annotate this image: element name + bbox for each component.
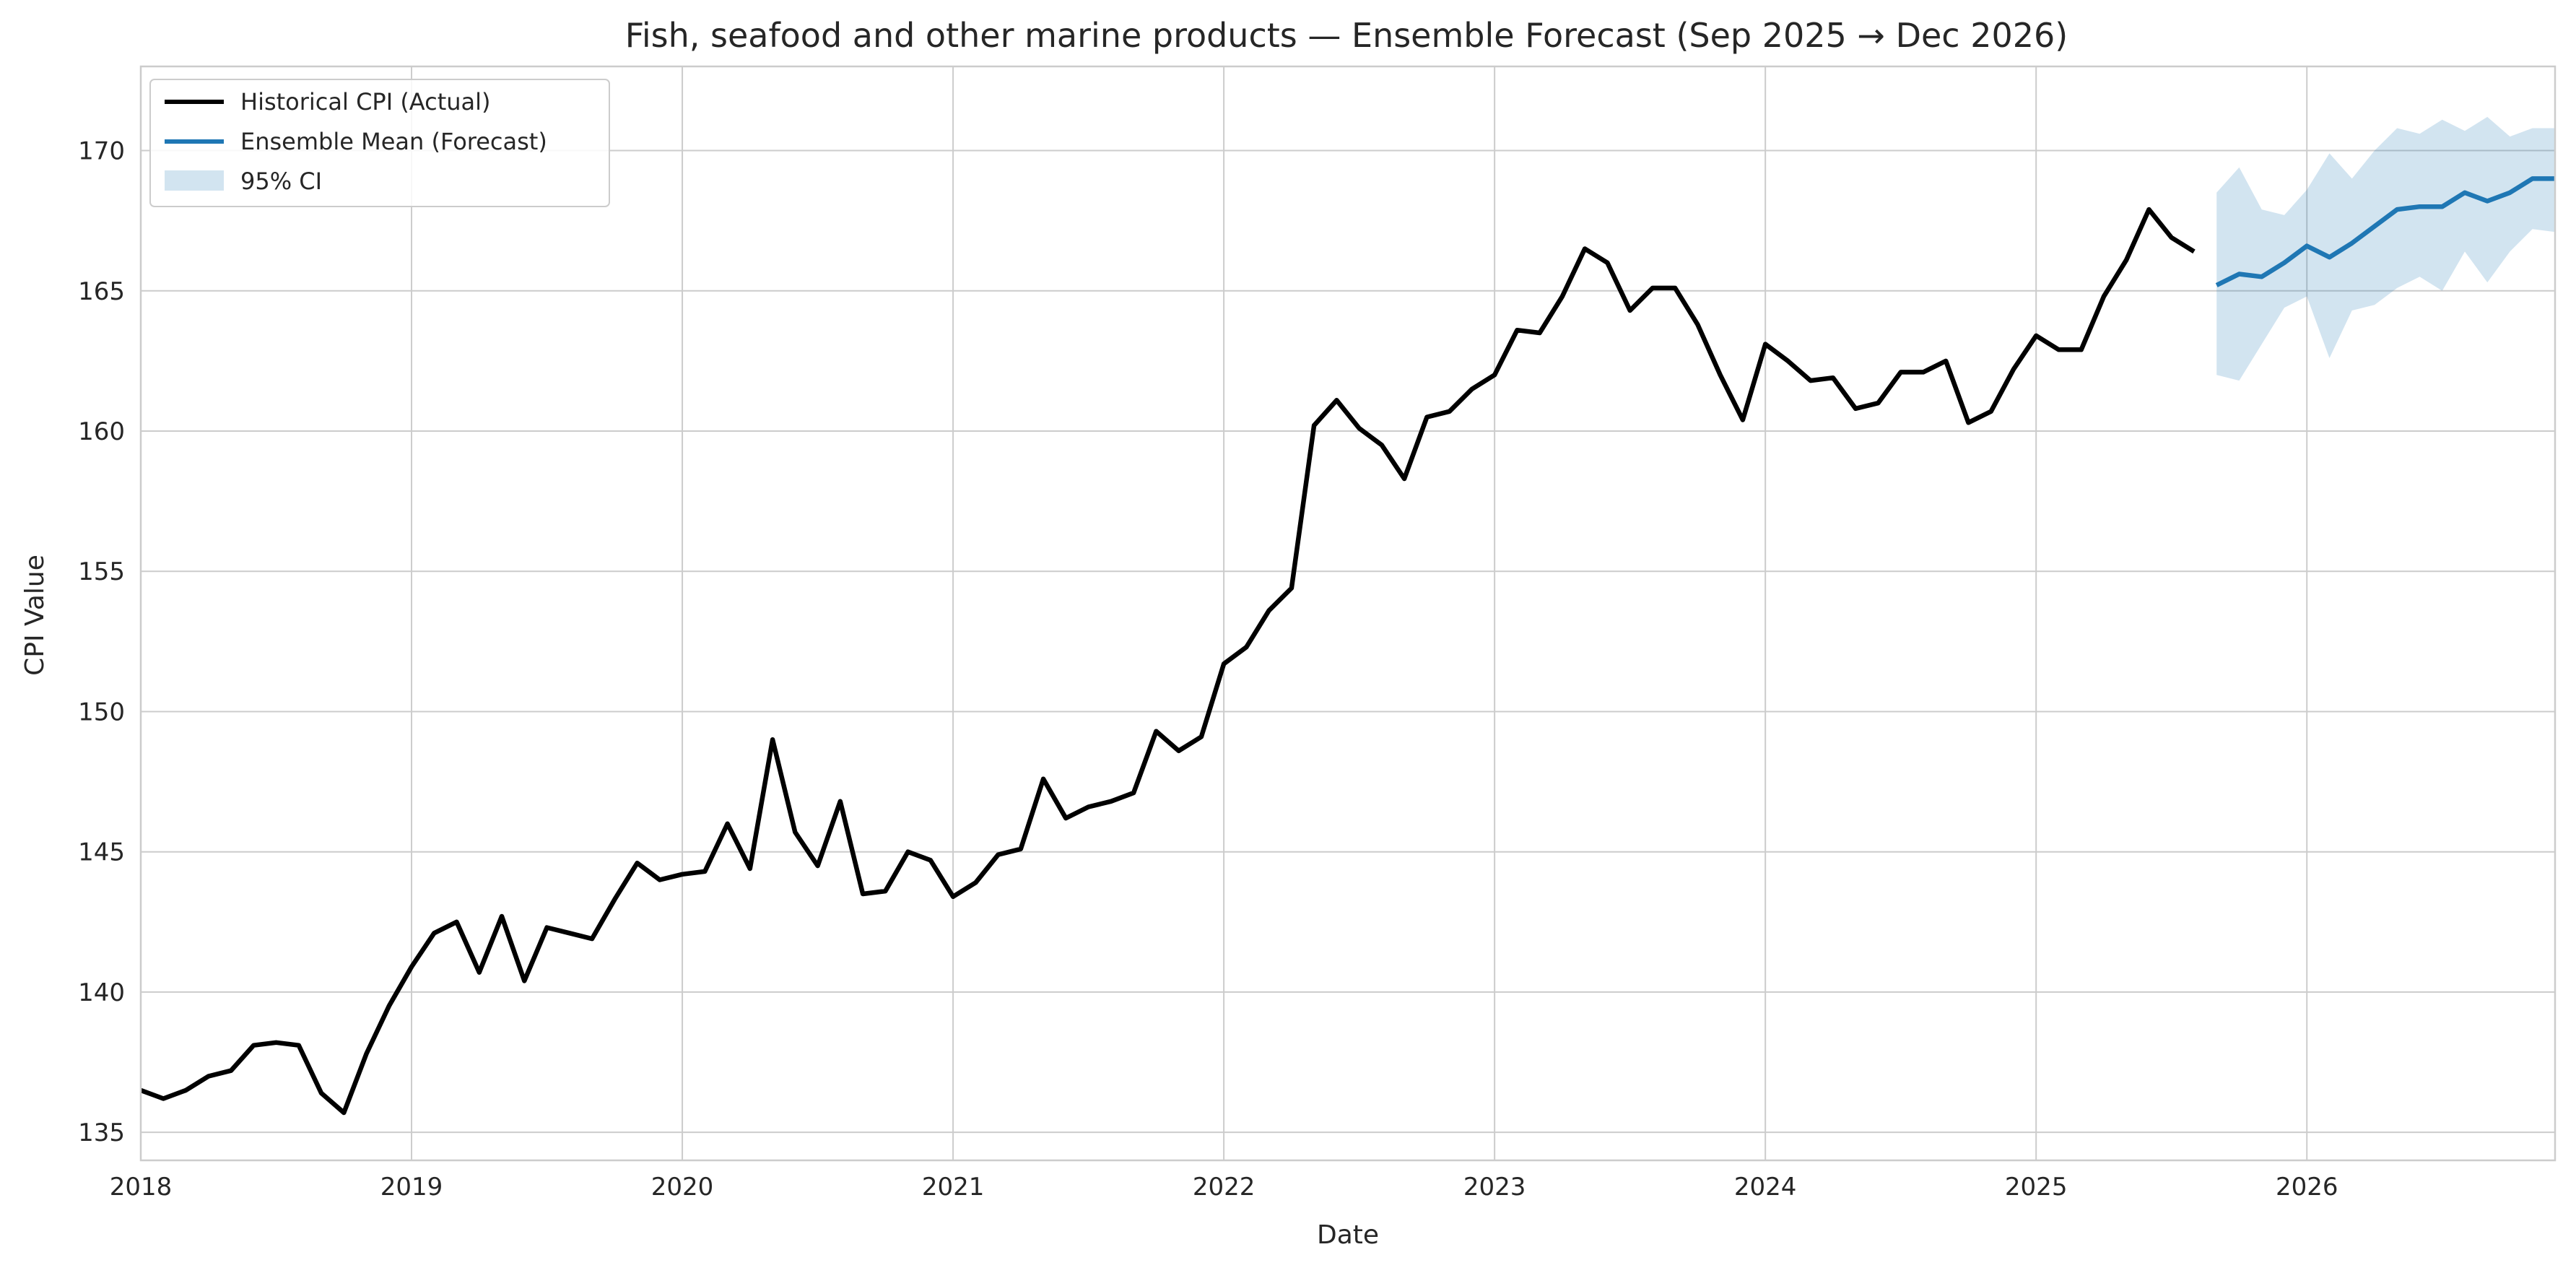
x-tick-label: 2025: [2005, 1173, 2068, 1202]
y-tick-label: 150: [78, 698, 125, 726]
ci-band: [2216, 116, 2555, 381]
x-axis-label: Date: [1317, 1220, 1379, 1250]
x-tick-label: 2023: [1463, 1173, 1526, 1202]
x-tick-labels: 2018 2019 2020 2021 2022 2023 2024 2025 2026: [110, 1173, 2338, 1202]
historical-line: [139, 207, 2196, 1116]
y-tick-label: 170: [78, 137, 125, 166]
axes-frame-border: [139, 65, 2557, 1162]
legend-swatch-ci: [165, 170, 224, 191]
x-tick-label: 2018: [110, 1173, 173, 1202]
chart-title: Fish, seafood and other marine products …: [625, 16, 2068, 55]
y-tick-label: 165: [78, 277, 125, 306]
axes-frame: [139, 65, 2557, 1162]
x-tick-label: 2026: [2276, 1173, 2338, 1202]
x-tick-label: 2022: [1193, 1173, 1256, 1202]
legend-label-ci: 95% CI: [240, 168, 322, 195]
y-axis-label: CPI Value: [20, 555, 50, 676]
series-layer: [139, 176, 2555, 1116]
y-tick-labels: 135 140 145 150 155 160 165 170: [78, 137, 125, 1148]
legend: Historical CPI (Actual) Ensemble Mean (F…: [149, 79, 610, 207]
legend-label-historical: Historical CPI (Actual): [240, 88, 491, 116]
plot-area: [141, 66, 2555, 1160]
ci-layer: [2216, 116, 2555, 381]
y-tick-label: 145: [78, 838, 125, 867]
y-tick-label: 135: [78, 1118, 125, 1147]
legend-box: [149, 79, 610, 207]
forecast-mean-line: [2215, 176, 2555, 287]
x-tick-label: 2020: [651, 1173, 714, 1202]
x-tick-label: 2019: [380, 1173, 443, 1202]
y-tick-label: 160: [78, 417, 125, 446]
y-tick-label: 140: [78, 978, 125, 1007]
x-tick-label: 2021: [922, 1173, 985, 1202]
x-tick-label: 2024: [1734, 1173, 1797, 1202]
legend-label-forecast: Ensemble Mean (Forecast): [240, 128, 547, 155]
y-tick-label: 155: [78, 557, 125, 586]
